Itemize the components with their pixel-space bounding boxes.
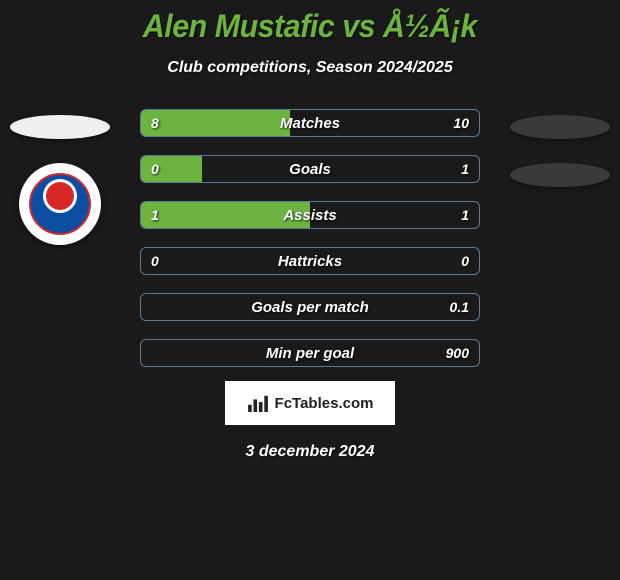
stat-row: Goals per match 0.1 — [140, 293, 480, 321]
watermark-bars-icon — [247, 394, 269, 412]
player-left-club-badge — [19, 163, 101, 245]
stat-value-left: 1 — [151, 207, 159, 223]
stat-row: 1 Assists 1 — [140, 201, 480, 229]
comparison-layout: 8Matches100Goals11Assists10Hattricks0Goa… — [0, 109, 620, 367]
watermark-text: FcTables.com — [275, 395, 374, 412]
stat-value-right: 1 — [461, 207, 469, 223]
watermark: FcTables.com — [225, 381, 395, 425]
stat-value-left: 8 — [151, 115, 159, 131]
stat-value-left: 0 — [151, 161, 159, 177]
player-left-flag — [10, 115, 110, 139]
player-left-column — [0, 109, 120, 245]
comparison-container: Alen Mustafic vs Å½Ã¡k Club competitions… — [0, 0, 620, 461]
stat-label: Hattricks — [278, 253, 342, 270]
stat-row: Min per goal 900 — [140, 339, 480, 367]
footer-date: 3 december 2024 — [246, 443, 375, 461]
stat-row: 8 Matches 10 — [140, 109, 480, 137]
page-subtitle: Club competitions, Season 2024/2025 — [167, 59, 452, 77]
stat-label: Matches — [280, 115, 340, 132]
stat-value-left: 0 — [151, 253, 159, 269]
stat-row: 0 Hattricks 0 — [140, 247, 480, 275]
player-right-flag — [510, 115, 610, 139]
stat-label: Assists — [283, 207, 336, 224]
player-right-column — [500, 109, 620, 187]
stat-label: Goals per match — [251, 299, 369, 316]
stat-row: 0 Goals 1 — [140, 155, 480, 183]
stat-label: Min per goal — [266, 345, 354, 362]
page-title: Alen Mustafic vs Å½Ã¡k — [143, 8, 477, 45]
stat-value-right: 1 — [461, 161, 469, 177]
stat-label: Goals — [289, 161, 331, 178]
player-right-club-placeholder — [510, 163, 610, 187]
stat-value-right: 900 — [446, 345, 469, 361]
club-badge-emblem — [29, 173, 91, 235]
stat-value-right: 10 — [453, 115, 469, 131]
stat-fill-left — [141, 110, 290, 136]
stat-value-right: 0.1 — [450, 299, 469, 315]
stats-column: 8Matches100Goals11Assists10Hattricks0Goa… — [120, 109, 500, 367]
stat-value-right: 0 — [461, 253, 469, 269]
